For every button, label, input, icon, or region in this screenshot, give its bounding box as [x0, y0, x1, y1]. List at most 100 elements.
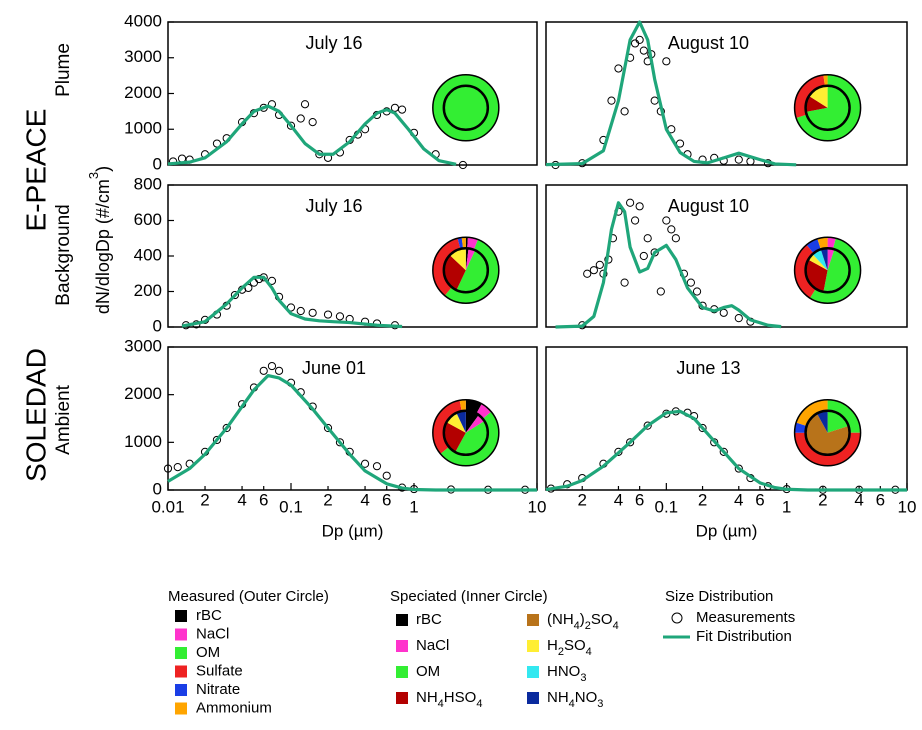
group-label: E-PEACE [20, 109, 51, 232]
x-tick-label: 0.1 [655, 497, 679, 516]
y-axis-label-sup: 3 [86, 172, 101, 179]
fit-line [181, 275, 403, 329]
x-tick-label: 6 [382, 490, 391, 509]
legend-label-part: rBC [196, 607, 222, 624]
row-label: Ambient [53, 384, 74, 454]
pie-outline [442, 246, 490, 294]
inner-pie-wedge [465, 248, 469, 271]
legend-title: Measured (Outer Circle) [168, 588, 329, 605]
panel-title: June 01 [302, 358, 366, 378]
measurement [734, 314, 743, 323]
legend-label-part: HSO [444, 689, 477, 706]
pie-outline [432, 236, 500, 304]
x-tick-label: 4 [614, 490, 623, 509]
panel-title: August 10 [668, 196, 749, 216]
inner-pie-wedge [805, 85, 850, 130]
outer-ring-wedge [827, 237, 836, 249]
legend-swatch [175, 628, 187, 641]
inner-pie-wedge [812, 249, 828, 271]
inner-pie-wedge [820, 248, 828, 271]
x-tick-label: 0.1 [279, 497, 303, 516]
inner-pie-wedge [465, 415, 485, 433]
inner-pie-wedge [805, 96, 828, 112]
measurement [286, 121, 296, 130]
measurement [626, 198, 635, 207]
measurement [230, 290, 240, 300]
outer-ring-wedge [809, 238, 861, 304]
legend-label-part: Ammonium [196, 699, 272, 716]
y-tick-label: 2000 [124, 384, 162, 403]
pie-outline [442, 84, 490, 132]
outer-ring-wedge [465, 237, 468, 249]
legend-label-part: NaCl [416, 637, 449, 654]
measurement [671, 234, 680, 243]
outer-ring-wedge [827, 399, 861, 433]
legend-label-part: NH [547, 689, 569, 706]
legend-marker [671, 612, 683, 624]
y-tick-label: 200 [134, 281, 162, 300]
measurement [163, 464, 173, 473]
outer-ring-wedge [796, 399, 828, 427]
outer-ring-wedge [444, 239, 499, 304]
pie-outline [793, 399, 862, 467]
y-tick-label: 800 [134, 174, 162, 193]
plot-frame [545, 21, 908, 166]
measurement [650, 96, 659, 105]
legend-label-part: 4 [569, 698, 575, 710]
y-tick-label: 400 [134, 245, 162, 264]
outer-ring-wedge [457, 237, 464, 249]
legend-label: rBC [416, 611, 442, 628]
inner-pie-wedge [827, 248, 835, 271]
y-tick-label: 3000 [124, 336, 162, 355]
x-tick-label: 10 [528, 497, 547, 516]
legend-label: NaCl [196, 625, 229, 642]
legend-label-part: NH [416, 689, 438, 706]
x-tick-label: 1 [782, 497, 791, 516]
legend-swatch [396, 666, 408, 678]
legend-label: OM [196, 644, 220, 661]
legend-label-part: SO [591, 611, 613, 628]
y-tick-label: 0 [153, 316, 162, 335]
outer-ring-wedge [794, 75, 825, 118]
pie-outline [793, 236, 862, 304]
measurement [667, 225, 676, 234]
measurement [710, 438, 719, 447]
measurement [614, 64, 623, 73]
measurement [639, 251, 648, 261]
legend-label: NaCl [416, 637, 449, 654]
x-tick-label: 2 [200, 490, 209, 509]
fit-line [167, 104, 457, 166]
y-tick-label: 3000 [124, 47, 162, 66]
outer-ring-wedge [432, 238, 461, 296]
measurement [323, 423, 333, 433]
inner-pie-wedge [808, 254, 828, 271]
pie-outline [432, 74, 500, 142]
y-axis-label-part: dN/dlogDp (#/cm [93, 179, 113, 314]
legend-label: NH4NO3 [547, 689, 603, 710]
plot-frame [545, 184, 908, 328]
plot-frame [167, 346, 538, 491]
measurement [698, 423, 707, 433]
measurement [308, 118, 317, 127]
legend-swatch [527, 692, 539, 704]
legend-label-part: Nitrate [196, 681, 240, 698]
legend-swatch [396, 640, 408, 652]
x-axis-label: Dp (µm) [696, 521, 758, 540]
legend-label: Measurements [696, 609, 795, 626]
measurement [296, 306, 305, 316]
inner-pie-wedge [455, 421, 488, 455]
legend-label: Sulfate [196, 662, 243, 679]
outer-ring-wedge [794, 432, 861, 466]
fit-line [167, 374, 537, 492]
measurement [635, 202, 644, 211]
measurement [639, 46, 648, 55]
measurement [360, 459, 370, 468]
measurement [662, 216, 671, 225]
legend-label-part: 3 [597, 698, 603, 710]
measurement [274, 366, 284, 375]
measurement [382, 471, 391, 480]
measurement [662, 57, 671, 66]
outer-ring-wedge [461, 237, 466, 249]
inner-pie-wedge [805, 413, 850, 455]
